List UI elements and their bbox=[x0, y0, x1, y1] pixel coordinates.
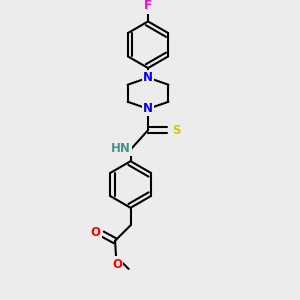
Text: O: O bbox=[91, 226, 100, 238]
Text: F: F bbox=[144, 0, 152, 12]
Text: HN: HN bbox=[111, 142, 131, 155]
Text: N: N bbox=[143, 102, 153, 115]
Text: N: N bbox=[143, 71, 153, 84]
Text: S: S bbox=[172, 124, 181, 136]
Text: O: O bbox=[112, 258, 122, 271]
